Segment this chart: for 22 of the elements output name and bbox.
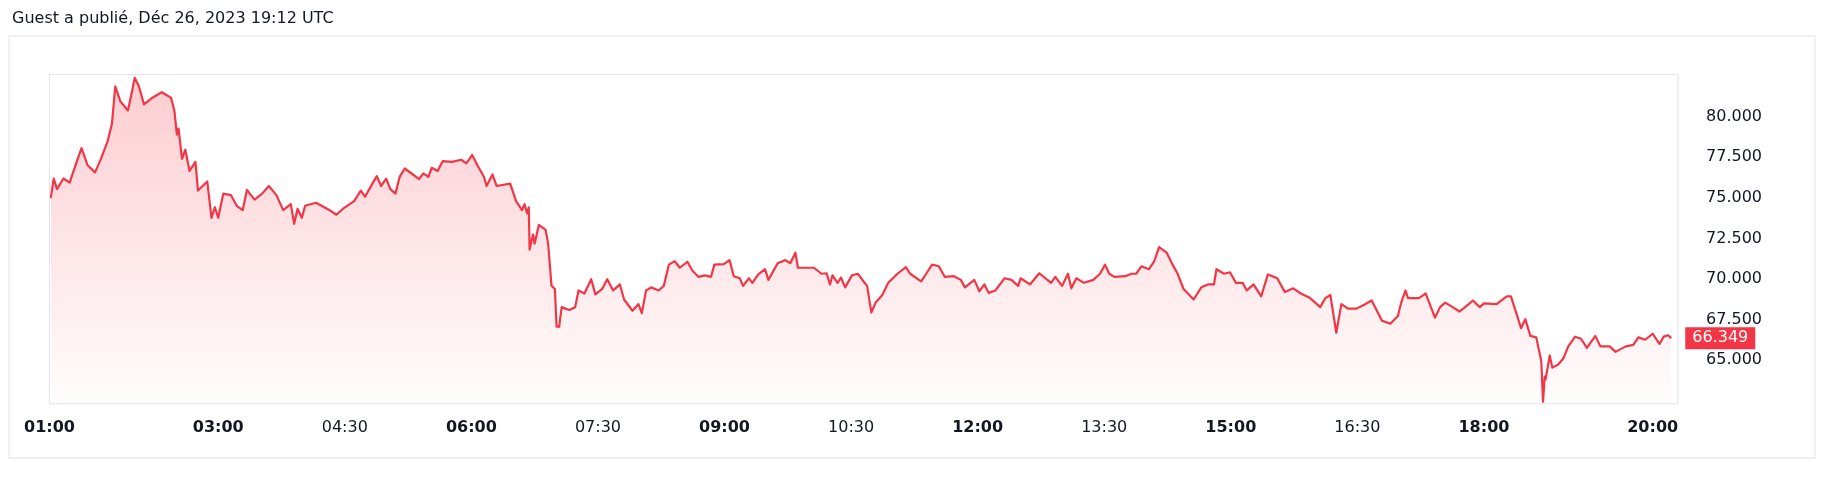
x-tick-label: 01:00 bbox=[24, 416, 75, 436]
x-tick-label: 10:30 bbox=[828, 416, 875, 436]
y-tick-label: 67.500 bbox=[1706, 308, 1762, 328]
x-tick-label: 12:00 bbox=[952, 416, 1004, 436]
x-tick-label: 09:00 bbox=[699, 416, 750, 436]
x-tick-label: 07:30 bbox=[574, 416, 621, 436]
y-tick-label: 72.500 bbox=[1706, 227, 1762, 247]
y-tick-label: 65.000 bbox=[1706, 349, 1762, 369]
y-tick-label: 77.500 bbox=[1706, 146, 1762, 166]
annotation: 66.349 bbox=[1692, 327, 1749, 347]
x-tick-label: 15:00 bbox=[1205, 416, 1257, 436]
y-tick-label: 70.000 bbox=[1706, 268, 1762, 288]
x-tick-label: 13:30 bbox=[1081, 416, 1128, 436]
x-tick-label: 04:30 bbox=[321, 416, 368, 436]
x-tick-label: 06:00 bbox=[445, 416, 497, 436]
x-tick-label: 20:00 bbox=[1627, 416, 1679, 436]
chart-title: Guest a publié, Déc 26, 2023 19:12 UTC bbox=[12, 8, 335, 27]
y-tick-label: 80.000 bbox=[1706, 105, 1762, 125]
y-tick-label: 75.000 bbox=[1706, 187, 1762, 206]
x-tick-label: 16:30 bbox=[1334, 416, 1381, 436]
x-tick-label: 03:00 bbox=[192, 416, 244, 436]
x-tick-label: 18:00 bbox=[1458, 416, 1510, 436]
